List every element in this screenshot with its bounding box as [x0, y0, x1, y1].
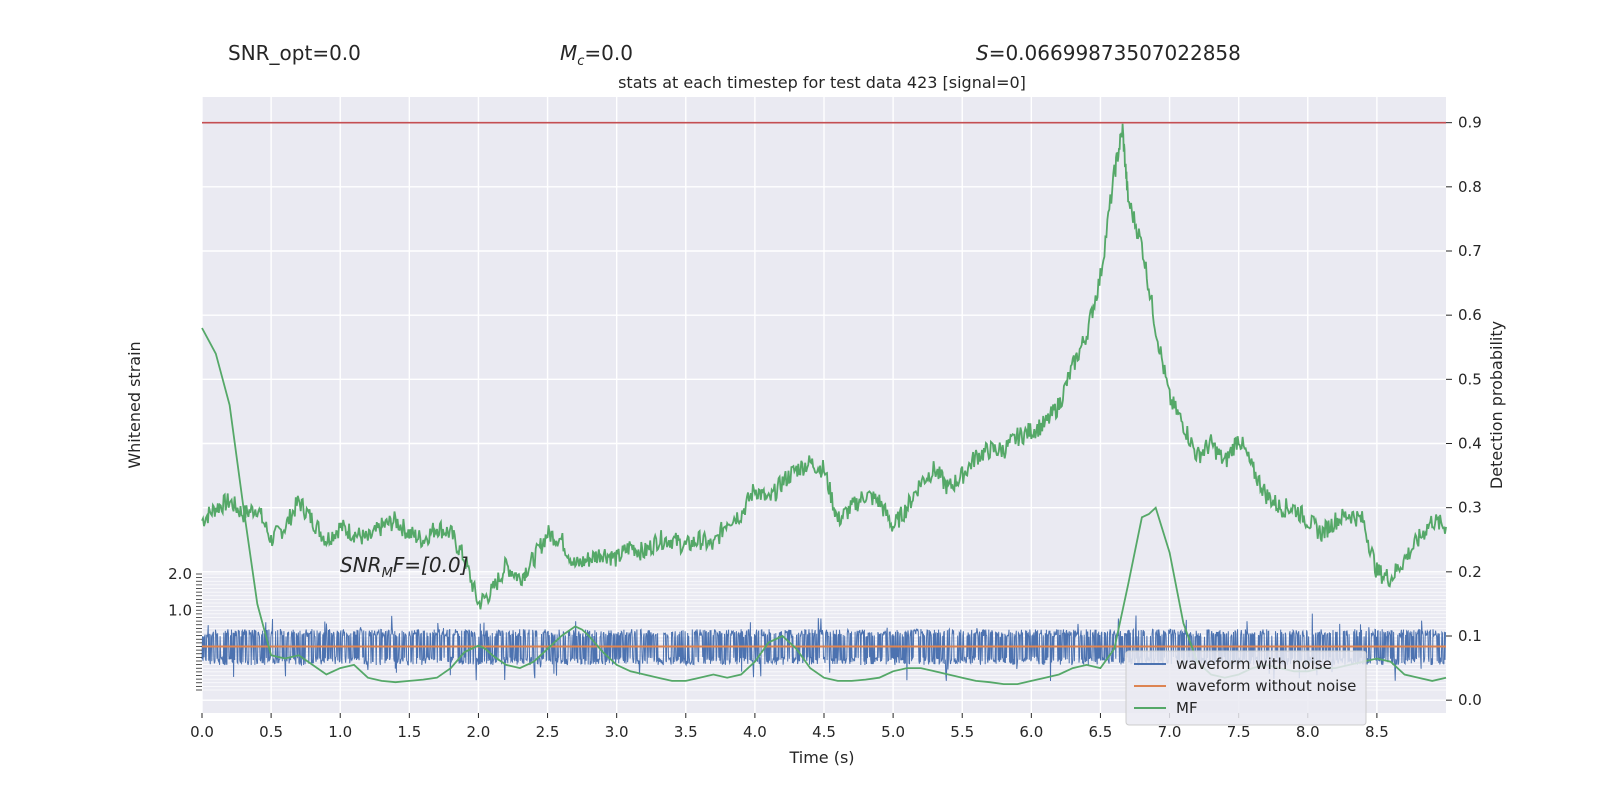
- right-axis-ticks: 0.0 0.1 0.2 0.3 0.4 0.5 0.6 0.7 0.8 0.9: [1446, 114, 1482, 709]
- s-value: =0.06699873507022858: [989, 41, 1241, 65]
- mc-value: =0.0: [584, 41, 633, 65]
- x-tick-label: 3.0: [605, 723, 629, 741]
- x-tick-label: 6.5: [1089, 723, 1113, 741]
- x-tick-label: 8.0: [1296, 723, 1320, 741]
- left-axis-label: Whitened strain: [125, 341, 144, 468]
- legend: waveform with noise waveform without noi…: [1125, 650, 1367, 726]
- snr-mf-subscript: M: [382, 566, 393, 581]
- x-tick-label: 8.5: [1365, 723, 1389, 741]
- detection-line: [201, 123, 1447, 610]
- x-tick-label: 6.0: [1019, 723, 1043, 741]
- left-axis-ticks: 2.0 1.0: [168, 565, 202, 691]
- right-axis-label: Detection probability: [1487, 321, 1506, 489]
- mc-symbol: M: [560, 41, 577, 65]
- right-tick-label: 0.2: [1458, 563, 1482, 581]
- right-tick-label: 0.4: [1458, 435, 1482, 453]
- s-symbol: S: [976, 41, 989, 65]
- x-tick-label: 7.5: [1227, 723, 1251, 741]
- legend-box: [1125, 650, 1367, 726]
- right-tick-label: 0.6: [1458, 306, 1482, 324]
- x-tick-label: 0.0: [190, 723, 214, 741]
- x-tick-label: 2.5: [536, 723, 560, 741]
- right-tick-label: 0.0: [1458, 691, 1482, 709]
- x-tick-label: 1.5: [397, 723, 421, 741]
- x-axis-label: Time (s): [788, 748, 854, 767]
- right-tick-label: 0.8: [1458, 178, 1482, 196]
- right-tick-label: 0.9: [1458, 114, 1482, 132]
- x-tick-label: 4.0: [743, 723, 767, 741]
- right-tick-label: 0.5: [1458, 370, 1482, 388]
- s-stat-label: S=0.06699873507022858: [976, 41, 1241, 65]
- left-tick-label: 1.0: [168, 601, 192, 619]
- snr-opt-label: SNR_opt=0.0: [228, 41, 361, 65]
- chirp-mass-label: Mc=0.0: [560, 41, 633, 69]
- snr-mf-label: SNRMF=[0.0]: [340, 553, 468, 581]
- right-tick-label: 0.1: [1458, 627, 1482, 645]
- x-tick-label: 1.0: [328, 723, 352, 741]
- right-tick-label: 0.7: [1458, 242, 1482, 260]
- snr-mf-symbol: SNR: [340, 553, 382, 577]
- snr-mf-tail: F=[0.0]: [393, 553, 469, 577]
- legend-label-noise: waveform with noise: [1176, 655, 1332, 673]
- x-tick-label: 0.5: [259, 723, 283, 741]
- detection-series: [201, 123, 1447, 610]
- x-tick-label: 5.0: [881, 723, 905, 741]
- left-tick-label: 2.0: [168, 565, 192, 583]
- mc-subscript: c: [577, 54, 584, 69]
- x-tick-label: 3.5: [674, 723, 698, 741]
- right-tick-label: 0.3: [1458, 499, 1482, 517]
- x-tick-label: 7.0: [1158, 723, 1182, 741]
- x-tick-label: 4.5: [812, 723, 836, 741]
- chart-title: stats at each timestep for test data 423…: [618, 73, 1026, 92]
- legend-label-clean: waveform without noise: [1176, 677, 1356, 695]
- x-tick-label: 5.5: [950, 723, 974, 741]
- x-axis-ticks: 0.0 0.5 1.0 1.5 2.0 2.5 3.0 3.5 4.0 4.5 5.0 5.5 6.0 6…: [190, 713, 1389, 741]
- legend-label-mf: MF: [1176, 699, 1198, 717]
- x-tick-label: 2.0: [467, 723, 491, 741]
